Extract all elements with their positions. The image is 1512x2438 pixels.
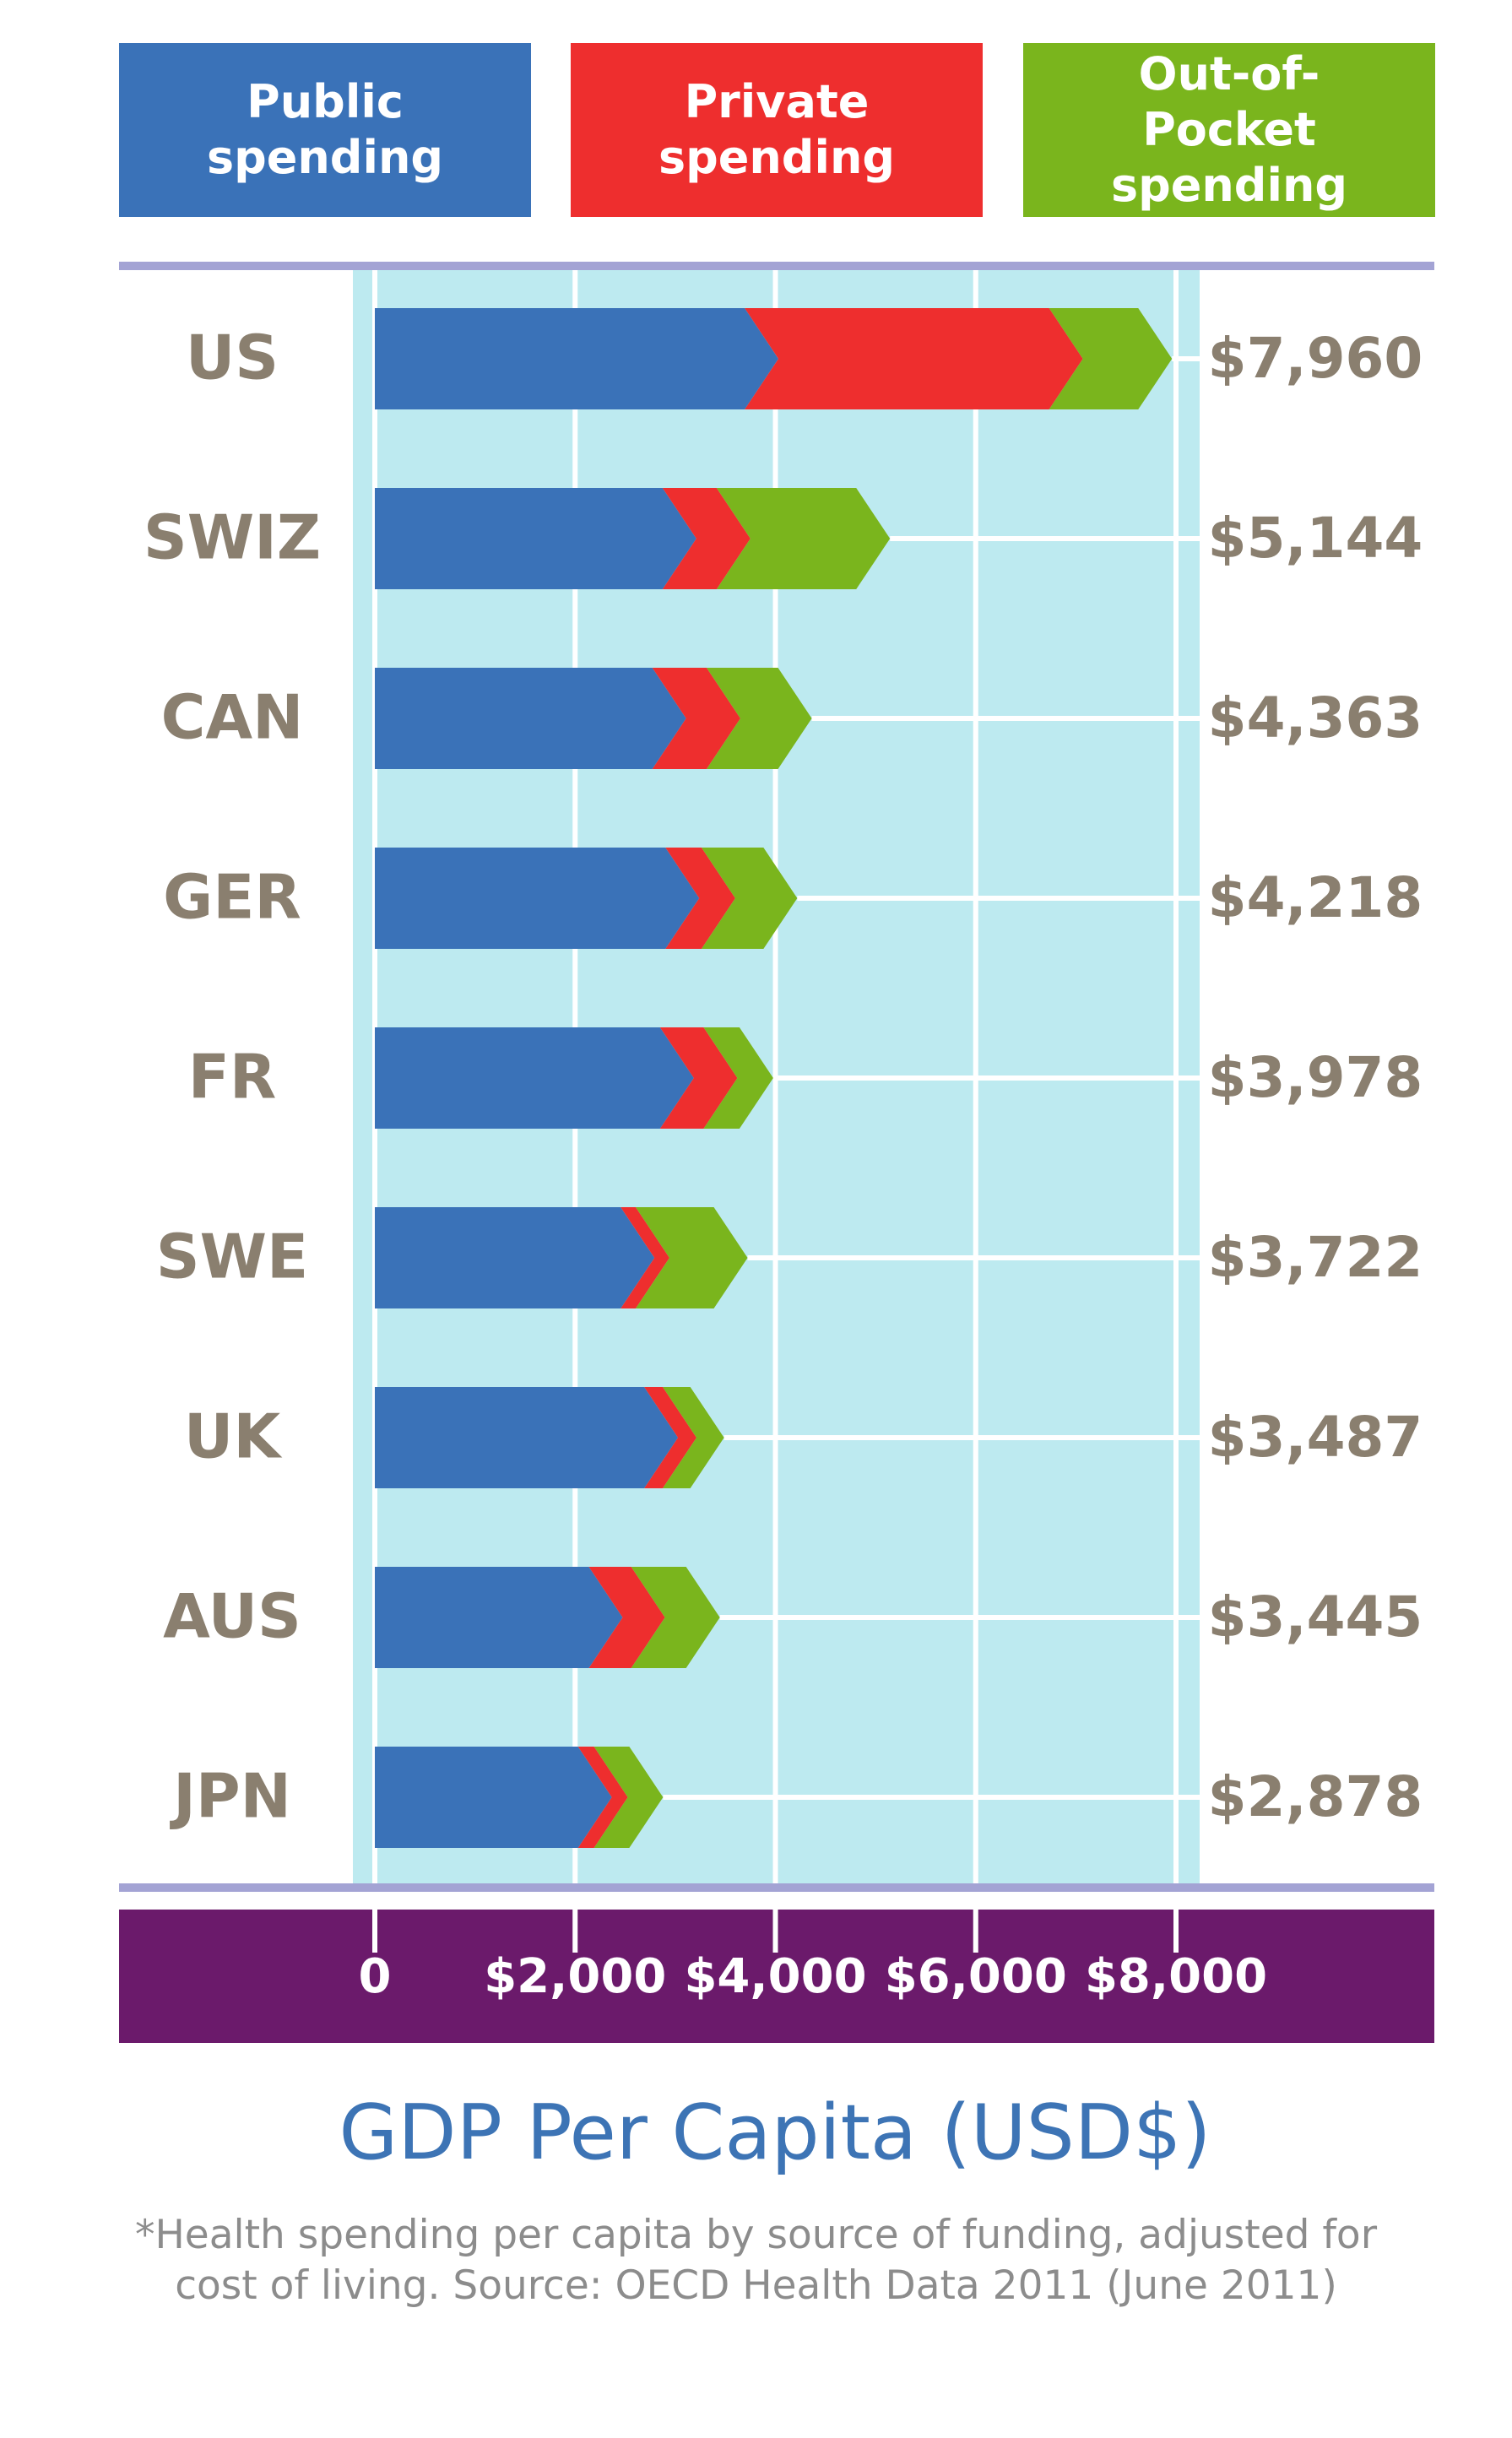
bar-segment [1049,308,1173,409]
total-label: $4,218 [1208,865,1423,930]
bar-segment [375,308,779,409]
bar-segment [663,1387,724,1488]
category-label: CAN [161,682,304,753]
x-tick-label: $4,000 [684,1949,866,2004]
bar-segment [588,1567,665,1668]
total-label: $3,487 [1208,1405,1423,1470]
bar-segment [745,308,1083,409]
total-label: $5,144 [1208,506,1423,571]
bar-segment [665,848,735,949]
bar-segment [706,668,812,769]
total-label: $3,722 [1208,1225,1423,1290]
category-label: AUS [163,1581,301,1652]
total-label: $2,878 [1208,1764,1423,1829]
legend-box: Private spending [571,43,983,217]
bar-segment [593,1747,664,1848]
bar-segment [716,488,891,589]
x-tick-label: $2,000 [484,1949,666,2004]
x-axis-title: GDP Per Capita (USD$) [339,2089,1211,2177]
bar-segment [375,1567,623,1668]
bar-segment [659,1027,738,1129]
rule [119,262,1434,270]
rule [119,1883,1434,1892]
bar-segment [375,1747,612,1848]
x-tick-label: $6,000 [885,1949,1067,2004]
bar-segment [375,1027,694,1129]
legend-box: Out-of-Pocket spending [1023,43,1435,217]
category-label: GER [163,862,301,933]
category-label: SWE [156,1222,308,1292]
category-label: US [186,322,279,393]
bar-segment [631,1567,720,1668]
bar-segment [577,1747,628,1848]
bar-segment [644,1387,697,1488]
total-label: $7,960 [1208,326,1423,391]
legend-box: Public spending [119,43,531,217]
legend-label: Out-of-Pocket spending [1110,47,1348,212]
bar-segment [375,668,686,769]
bar-segment [375,488,696,589]
total-label: $3,978 [1208,1045,1423,1110]
bar-segment [703,1027,773,1129]
category-label: JPN [169,1761,291,1832]
total-label: $4,363 [1208,685,1423,750]
bar-segment [375,848,700,949]
footnote: *Health spending per capita by source of… [134,2212,1378,2258]
bar-segment [375,1207,655,1308]
category-label: UK [184,1401,282,1472]
bar-segment [621,1207,669,1308]
footnote: cost of living. Source: OECD Health Data… [175,2262,1337,2309]
bar-segment [662,488,751,589]
bar-segment [652,668,740,769]
category-label: SWIZ [144,502,321,573]
legend-label: Public spending [206,75,444,184]
bar-segment [375,1387,679,1488]
legend-label: Private spending [658,75,896,184]
x-tick-label: $8,000 [1085,1949,1267,2004]
total-label: $3,445 [1208,1585,1423,1650]
category-label: FR [188,1042,277,1113]
bar-segment [701,848,798,949]
x-tick-label: 0 [359,1949,392,2004]
bar-segment [635,1207,748,1308]
